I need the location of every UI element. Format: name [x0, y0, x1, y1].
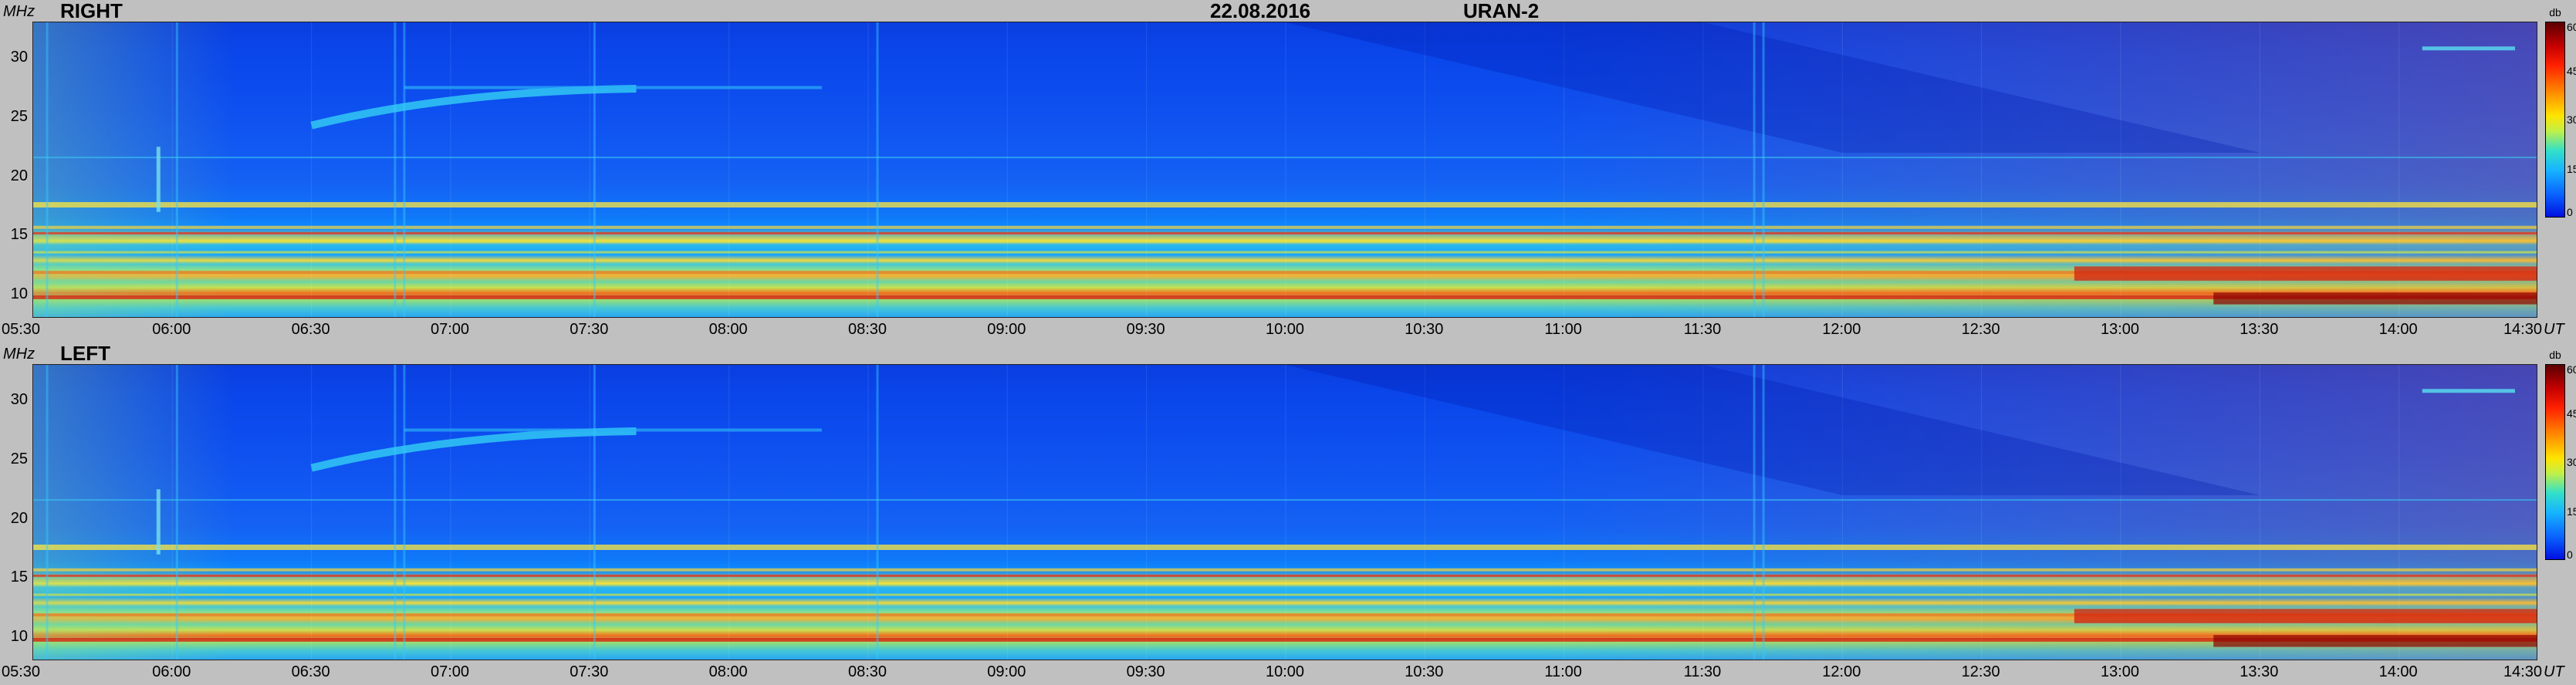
x-tick-label: 06:00	[152, 321, 191, 338]
x-tick-label: 05:30	[2, 663, 41, 680]
x-tick-label: 13:00	[2100, 321, 2140, 338]
x-tick-label: 12:00	[1822, 663, 1861, 680]
colorbar-tick-label: 0	[2567, 206, 2573, 218]
x-tick-label: 11:00	[1544, 321, 1582, 338]
x-tick-label: 10:30	[1405, 663, 1444, 680]
x-tick-label: 10:00	[1265, 321, 1305, 338]
y-tick-label: 20	[10, 509, 28, 527]
y-tick-label: 25	[10, 450, 28, 467]
x-tick-label: 14:30	[2503, 321, 2542, 338]
y-tick-label: 10	[10, 285, 28, 303]
intensity-patch	[2074, 609, 2537, 623]
colorbar	[2545, 364, 2565, 560]
x-tick-label: 13:00	[2100, 663, 2140, 680]
x-axis-unit: UT	[2544, 663, 2564, 680]
x-tick-label: 06:30	[291, 321, 330, 338]
x-tick-label: 12:30	[1961, 321, 2000, 338]
x-tick-label: 07:00	[430, 663, 470, 680]
x-tick-label: 07:00	[430, 321, 470, 338]
y-tick-label: 10	[10, 628, 28, 646]
spectrogram-plot	[32, 364, 2537, 660]
spectrogram-features	[33, 22, 2537, 317]
colorbar-tick-label: 30	[2567, 456, 2576, 468]
spectrogram-plot	[32, 22, 2537, 318]
y-axis-unit: MHz	[3, 346, 35, 363]
colorbar	[2545, 22, 2565, 218]
x-tick-label: 11:30	[1683, 321, 1722, 338]
x-tick-label: 11:00	[1544, 663, 1582, 680]
y-tick-label: 30	[10, 391, 28, 409]
x-axis-unit: UT	[2544, 321, 2564, 338]
colorbar-tick-label: 60	[2567, 363, 2576, 376]
x-tick-label: 09:00	[987, 663, 1026, 680]
x-tick-label: 07:30	[570, 663, 609, 680]
x-tick-label: 06:00	[152, 663, 191, 680]
colorbar-tick-label: 0	[2567, 548, 2573, 561]
panel-label: LEFT	[60, 342, 110, 365]
rising-feature	[310, 427, 637, 472]
x-tick-label: 14:00	[2378, 321, 2418, 338]
x-tick-label: 12:30	[1961, 663, 2000, 680]
y-tick-label: 25	[10, 107, 28, 125]
x-tick-label: 14:30	[2503, 663, 2542, 680]
x-tick-label: 08:00	[708, 663, 748, 680]
colorbar-unit: db	[2549, 6, 2561, 19]
x-tick-label: 12:00	[1822, 321, 1861, 338]
right-panel: RIGHT 22.08.2016 URAN-2 MHz 30 25 20 15 10 05:30 0…	[0, 0, 2576, 342]
x-tick-label: 09:00	[987, 321, 1026, 338]
intensity-patch	[2213, 292, 2537, 305]
intensity-patch	[2213, 635, 2537, 647]
x-tick-label: 06:30	[291, 663, 330, 680]
x-tick-label: 09:30	[1126, 321, 1165, 338]
x-tick-label: 10:30	[1405, 321, 1444, 338]
low-intensity-region	[1286, 22, 2260, 153]
x-tick-label: 08:30	[847, 663, 887, 680]
y-tick-label: 20	[10, 167, 28, 184]
intensity-patch	[2074, 266, 2537, 281]
colorbar-tick-label: 30	[2567, 113, 2576, 126]
y-tick-label: 30	[10, 49, 28, 66]
x-tick-label: 09:30	[1126, 663, 1165, 680]
y-tick-label: 15	[10, 226, 28, 244]
x-tick-label: 11:30	[1683, 663, 1722, 680]
x-tick-label: 08:00	[708, 321, 748, 338]
instrument-title: URAN-2	[1463, 0, 1540, 22]
x-tick-label: 13:30	[2240, 321, 2279, 338]
colorbar-unit: db	[2549, 349, 2561, 361]
panel-label: RIGHT	[60, 0, 123, 22]
colorbar-tick-label: 15	[2567, 162, 2576, 175]
colorbar-tick-label: 45	[2567, 64, 2576, 77]
y-axis-unit: MHz	[3, 3, 35, 20]
left-panel: LEFT MHz 30 25 20 15 10 05:30 06:00 06:30 07:00 07:…	[0, 342, 2576, 685]
x-tick-label: 05:30	[2, 321, 41, 338]
spectrogram-features	[33, 365, 2537, 660]
colorbar-tick-label: 45	[2567, 407, 2576, 420]
low-intensity-region	[1286, 365, 2260, 495]
colorbar-tick-label: 60	[2567, 21, 2576, 33]
y-tick-label: 15	[10, 569, 28, 586]
x-tick-label: 07:30	[570, 321, 609, 338]
rising-feature	[310, 85, 637, 130]
x-tick-label: 13:30	[2240, 663, 2279, 680]
x-tick-label: 08:30	[847, 321, 887, 338]
x-tick-label: 14:00	[2378, 663, 2418, 680]
date-title: 22.08.2016	[1210, 0, 1311, 22]
colorbar-tick-label: 15	[2567, 504, 2576, 518]
x-tick-label: 10:00	[1265, 663, 1305, 680]
